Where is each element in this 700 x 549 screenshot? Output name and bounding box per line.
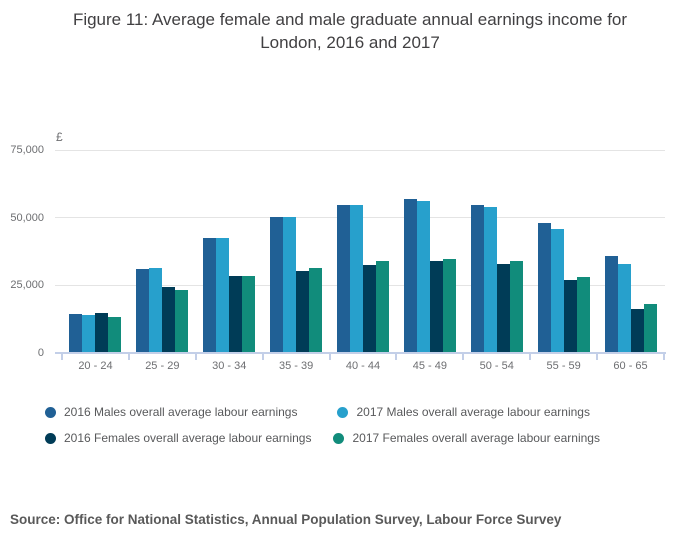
bar <box>69 313 83 353</box>
legend-item: 2017 Females overall average labour earn… <box>333 431 600 445</box>
x-axis-tick-label: 25 - 29 <box>145 360 180 372</box>
bar-group-25-29 <box>129 150 196 353</box>
x-axis-tick <box>127 354 130 360</box>
bar <box>162 286 176 353</box>
bar <box>309 268 323 353</box>
x-axis-tick-label: 50 - 54 <box>479 360 514 372</box>
x-axis-tick <box>328 354 331 360</box>
x-axis-tick <box>194 354 197 360</box>
bar <box>242 276 256 353</box>
chart-title: Figure 11: Average female and male gradu… <box>72 10 628 53</box>
x-axis-tick <box>596 354 599 360</box>
source-text: Source: Office for National Statistics, … <box>10 512 562 527</box>
x-axis-tick-label: 45 - 49 <box>412 360 447 372</box>
bar <box>296 270 310 353</box>
x-axis-tick-label: 60 - 65 <box>613 360 648 372</box>
x-axis-tick <box>261 354 264 360</box>
legend-item: 2016 Females overall average labour earn… <box>45 431 311 445</box>
bar <box>403 199 417 353</box>
bar <box>537 223 551 353</box>
legend-row: 2016 Females overall average labour earn… <box>45 431 600 445</box>
legend-label: 2016 Males overall average labour earnin… <box>64 405 298 419</box>
legend-marker-icon <box>45 406 56 418</box>
y-axis-tick-label: 25,000 <box>10 279 44 291</box>
bar-group-45-49 <box>396 150 463 353</box>
x-axis-tick-label: 30 - 34 <box>212 360 247 372</box>
bar <box>270 216 284 353</box>
x-axis-tick <box>61 354 63 360</box>
bar-group-20-24 <box>62 150 129 353</box>
y-axis-tick-label: 0 <box>37 346 44 359</box>
legend-marker-icon <box>333 432 345 444</box>
bar <box>442 258 456 353</box>
legend-label: 2016 Females overall average labour earn… <box>64 431 312 445</box>
legend-item: 2017 Males overall average labour earnin… <box>337 405 590 419</box>
bar <box>175 289 189 353</box>
plot-area <box>62 150 664 353</box>
bar <box>203 238 217 353</box>
bar-group-55-59 <box>530 150 597 353</box>
bar <box>643 304 657 353</box>
bar <box>550 228 564 353</box>
legend-row: 2016 Males overall average labour earnin… <box>45 405 600 419</box>
x-axis-tick-label: 40 - 44 <box>345 360 381 372</box>
bar-group-30-34 <box>196 150 263 353</box>
bar <box>509 261 523 353</box>
x-axis-tick-label: 20 - 24 <box>78 360 113 372</box>
bar <box>95 312 109 353</box>
bar <box>136 269 150 353</box>
bar <box>604 255 618 353</box>
legend-marker-icon <box>337 406 349 418</box>
bar <box>229 276 243 353</box>
gridline <box>55 149 665 151</box>
bar <box>149 268 163 353</box>
bar <box>563 280 577 353</box>
bar <box>496 263 510 353</box>
x-axis-line <box>55 352 666 354</box>
legend: 2016 Males overall average labour earnin… <box>45 405 600 457</box>
bar <box>363 265 376 353</box>
bar <box>337 204 350 353</box>
x-axis-tick <box>462 354 465 360</box>
bar <box>376 261 389 353</box>
bar <box>483 207 497 353</box>
legend-label: 2017 Males overall average labour earnin… <box>356 405 590 419</box>
legend-label: 2017 Females overall average labour earn… <box>352 431 600 445</box>
y-axis-tick-label: 75,000 <box>10 144 44 156</box>
bar <box>350 204 363 353</box>
legend-marker-icon <box>45 432 56 444</box>
bar <box>108 316 122 353</box>
bar-group-40-44 <box>330 150 397 353</box>
bar <box>283 216 297 353</box>
x-axis-tick <box>395 354 398 360</box>
bar-group-50-54 <box>463 150 530 353</box>
legend-item: 2016 Males overall average labour earnin… <box>45 405 297 419</box>
bar-group-35-39 <box>263 150 330 353</box>
bar <box>82 315 96 353</box>
x-axis-tick-label: 35 - 39 <box>278 360 314 372</box>
bar <box>470 204 484 353</box>
x-axis-tick <box>529 354 532 360</box>
bar-group-60-65 <box>597 150 664 353</box>
x-axis-tick-label: 55 - 59 <box>546 360 581 372</box>
bar <box>576 277 590 353</box>
x-axis-tick <box>663 354 665 360</box>
bar <box>630 308 644 353</box>
bar <box>416 200 430 353</box>
y-axis-tick-label: 50,000 <box>10 211 44 224</box>
bar <box>617 263 631 353</box>
bar <box>216 238 230 353</box>
y-axis-unit-label: £ <box>56 130 63 144</box>
bar <box>429 261 443 353</box>
